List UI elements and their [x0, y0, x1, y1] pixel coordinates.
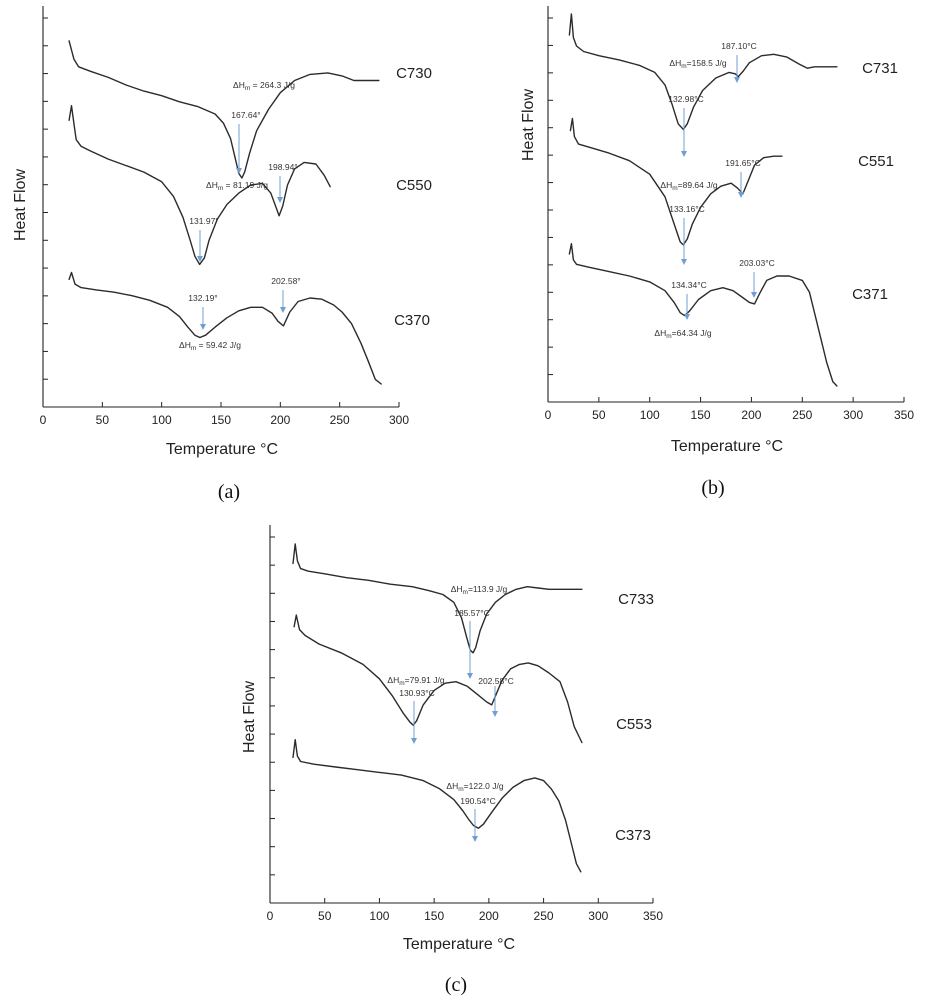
series-label-c551: C551: [858, 153, 894, 170]
annotation-arrow-head: [738, 192, 744, 198]
x-axis-title: Temperature °C: [671, 438, 783, 455]
x-tick-label: 50: [592, 408, 606, 422]
annotation-arrow-head: [467, 673, 473, 679]
annotation-label: 131.97°: [189, 216, 218, 226]
y-axis-title: Heat Flow: [520, 89, 537, 161]
annotation-label: 198.94°: [268, 162, 297, 172]
x-tick-label: 150: [424, 909, 444, 923]
x-tick-label: 300: [389, 413, 409, 427]
annotation-label: ΔHm=89.64 J/g: [660, 180, 717, 192]
annotation-arrow-head: [734, 77, 740, 83]
annotation-label: 191.65°C: [725, 158, 761, 168]
annotation-label: ΔHm = 59.42 J/g: [179, 340, 241, 352]
x-tick-label: 100: [369, 909, 389, 923]
x-tick-label: 0: [545, 408, 552, 422]
x-tick-label: 350: [894, 408, 914, 422]
x-tick-label: 50: [318, 909, 332, 923]
panel-caption: (b): [701, 477, 724, 499]
annotation-label: ΔHm = 264.3 J/g: [233, 80, 295, 92]
series-curve-c370: [68, 271, 382, 385]
annotation-arrow-head: [684, 314, 690, 320]
annotation-label: 133.16°C: [669, 204, 705, 214]
x-tick-label: 300: [588, 909, 608, 923]
x-tick-label: 50: [96, 413, 110, 427]
annotation-label: ΔHm=113.9 J/g: [451, 584, 508, 596]
annotation-arrow-head: [411, 738, 417, 744]
series-label-c733: C733: [618, 591, 654, 608]
series-curve-c553: [293, 614, 583, 744]
annotation-label: ΔHm=79.91 J/g: [387, 675, 444, 687]
series-label-c550: C550: [396, 177, 432, 194]
annotation-label: 190.54°C: [460, 796, 496, 806]
series-label-c730: C730: [396, 65, 432, 82]
series-curve-c551: [569, 117, 783, 246]
panel-caption: (a): [218, 481, 240, 503]
x-tick-label: 200: [479, 909, 499, 923]
x-tick-label: 300: [843, 408, 863, 422]
annotation-label: 134.34°C: [671, 280, 707, 290]
annotation-arrow-head: [751, 292, 757, 298]
x-axis-title: Temperature °C: [403, 936, 515, 953]
series-curve-c373: [292, 739, 582, 873]
series-label-c553: C553: [616, 716, 652, 733]
panel-c: 0 50 100 150 200 250 300 350 Temperature °C Heat …: [241, 525, 663, 996]
x-tick-label: 200: [270, 413, 290, 427]
series-curve-c730: [68, 40, 380, 179]
annotation-label: ΔHm = 81.19 J/g: [206, 180, 268, 192]
x-tick-label: 0: [267, 909, 274, 923]
x-tick-label: 0: [40, 413, 47, 427]
annotation-arrow-head: [197, 256, 203, 262]
annotation-arrow-head: [681, 259, 687, 265]
x-axis-title: Temperature °C: [166, 441, 278, 458]
x-tick-label: 100: [640, 408, 660, 422]
annotation-label: 187.10°C: [721, 41, 757, 51]
x-tick-label: 150: [691, 408, 711, 422]
panel-caption: (c): [445, 974, 467, 996]
annotation-arrow-head: [472, 836, 478, 842]
annotation-label: ΔHm=64.34 J/g: [654, 328, 711, 340]
annotation-arrow-head: [200, 324, 206, 330]
series-curve-c371: [568, 243, 838, 387]
panel-a: 0 50 100 150 200 250 300 Temperature °C Heat Flo…: [12, 6, 432, 503]
x-tick-label: 150: [211, 413, 231, 427]
annotation-arrow-head: [280, 307, 286, 313]
annotation-arrow-head: [236, 168, 242, 174]
series-curve-c550: [68, 105, 331, 266]
x-tick-label: 350: [643, 909, 663, 923]
y-axis-title: Heat Flow: [241, 681, 258, 753]
y-axis-title: Heat Flow: [12, 169, 29, 241]
annotation-label: 132.19°: [188, 293, 217, 303]
annotation-arrow-head: [492, 711, 498, 717]
annotation-label: ΔHm=122.0 J/g: [446, 781, 503, 793]
annotation-label: 132.98°C: [668, 94, 704, 104]
x-tick-label: 250: [330, 413, 350, 427]
series-label-c370: C370: [394, 312, 430, 329]
annotation-arrow-head: [277, 197, 283, 203]
series-label-c371: C371: [852, 286, 888, 303]
annotation-label: ΔHm=158.5 J/g: [669, 58, 726, 70]
annotation-label: 130.93°C: [399, 688, 435, 698]
x-tick-label: 100: [152, 413, 172, 427]
annotation-label: 202.58°: [271, 276, 300, 286]
annotation-arrow-head: [681, 151, 687, 157]
series-curve-c731: [568, 13, 838, 131]
series-label-c373: C373: [615, 827, 651, 844]
x-tick-label: 250: [534, 909, 554, 923]
series-label-c731: C731: [862, 60, 898, 77]
x-tick-label: 250: [792, 408, 812, 422]
panel-b: 0 50 100 150 200 250 300 350 Temperature °C Heat …: [520, 6, 914, 499]
annotation-label: 185.57°C: [454, 608, 490, 618]
x-tick-label: 200: [741, 408, 761, 422]
annotation-label: 167.64°: [231, 110, 260, 120]
annotation-label: 203.03°C: [739, 258, 775, 268]
series-curve-c733: [292, 543, 583, 654]
annotation-label: 202.58°C: [478, 676, 514, 686]
